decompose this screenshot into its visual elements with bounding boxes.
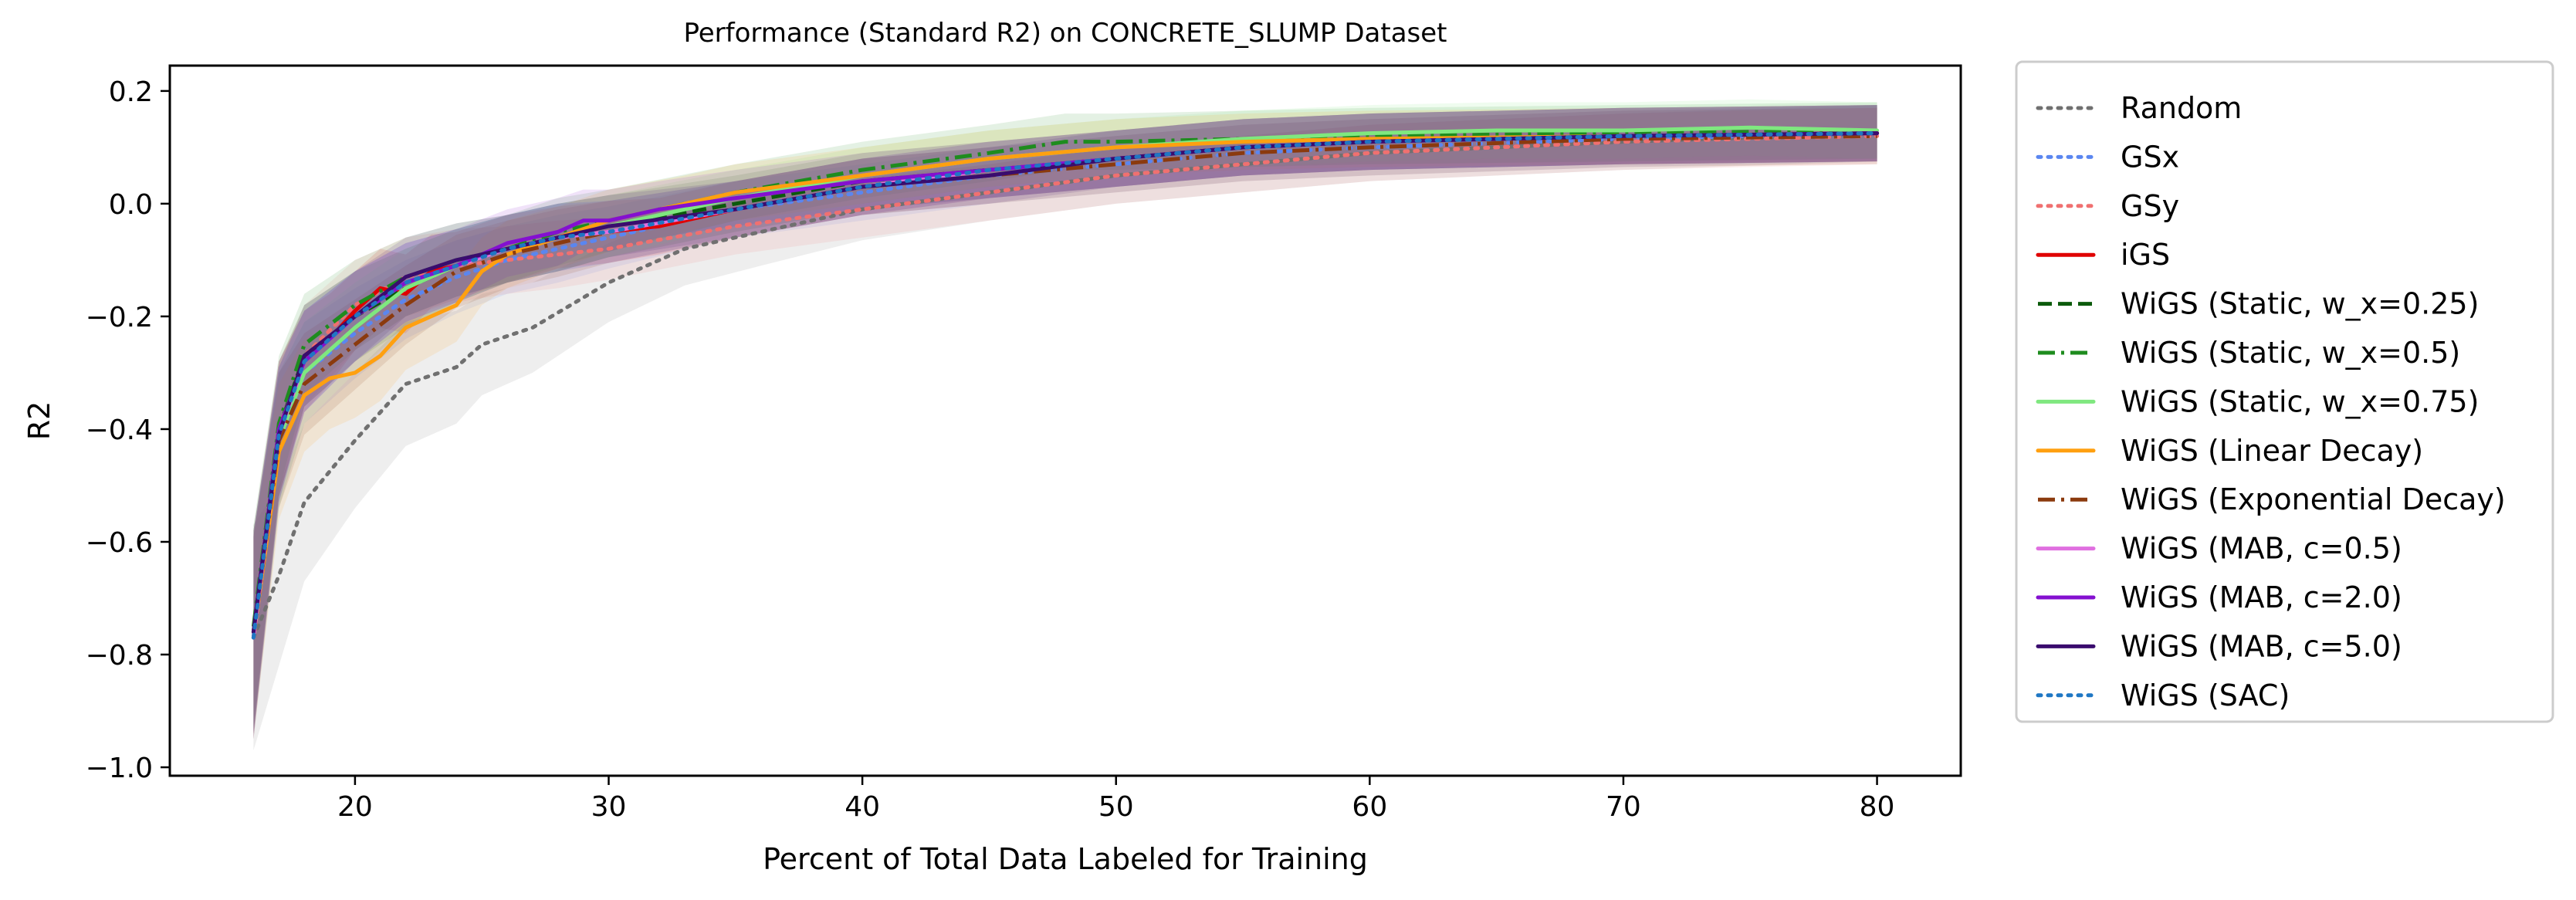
legend-entry-label: WiGS (Linear Decay) [2121,434,2423,468]
series-line [251,131,1880,640]
y-tick-label: −0.4 [86,414,153,446]
y-axis: −1.0 −0.8 −0.6 −0.4 −0.2 0.0 0.2 [86,76,170,784]
legend-entry-label: WiGS (Static, w_x=0.25) [2121,287,2479,321]
series-line [251,131,1880,640]
x-tick-label: 30 [591,791,627,823]
y-tick-label: −0.8 [86,640,153,672]
y-tick-label: −0.2 [86,302,153,333]
y-tick-label: 0.2 [109,76,153,108]
legend-entry-label: WiGS (SAC) [2121,678,2290,712]
plot-frame [168,64,1962,777]
y-tick-label: −0.6 [86,527,153,559]
x-tick-label: 70 [1606,791,1641,823]
legend-entry-label: WiGS (Static, w_x=0.5) [2121,336,2460,370]
series-lines [251,125,1880,640]
series-line [251,131,1880,640]
x-tick-label: 60 [1352,791,1387,823]
x-axis-label: Percent of Total Data Labeled for Traini… [763,842,1368,876]
confidence-band [253,105,1877,751]
x-tick-label: 20 [337,791,373,823]
legend-frame [2015,60,2554,723]
series-line [251,134,1880,640]
legend-entry-label: iGS [2121,238,2170,272]
confidence-band [253,107,1877,739]
legend-entry-label: WiGS (MAB, c=0.5) [2121,532,2402,566]
series-line [251,131,1880,640]
x-tick-label: 40 [845,791,880,823]
legend-entry-label: WiGS (MAB, c=2.0) [2121,580,2402,614]
legend-entry-label: GSy [2121,189,2179,223]
y-axis-label: R2 [22,401,56,441]
legend-entry-label: Random [2121,91,2242,125]
x-tick-label: 80 [1860,791,1895,823]
legend-entry-label: WiGS (Exponential Decay) [2121,482,2506,516]
confidence-bands [253,99,1877,751]
plot-area [168,64,1962,777]
chart-title: Performance (Standard R2) on CONCRETE_SL… [683,18,1447,49]
legend-entry-label: GSx [2121,140,2179,174]
legend: Random GSx GSy iGS WiGS (Static, w_x=0.25) Wi… [2015,60,2554,723]
y-tick-label: 0.0 [109,189,153,221]
legend-entry-label: WiGS (Static, w_x=0.75) [2121,384,2479,418]
legend-entry-label: WiGS (MAB, c=5.0) [2121,629,2402,663]
x-axis: 20 30 40 50 60 70 80 [337,776,1894,823]
x-tick-label: 50 [1098,791,1134,823]
y-tick-label: −1.0 [86,753,153,784]
